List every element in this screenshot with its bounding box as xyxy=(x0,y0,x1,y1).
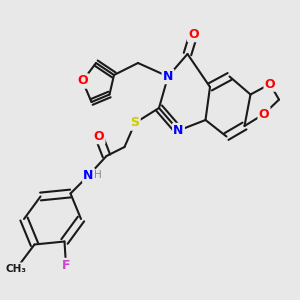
Text: N: N xyxy=(173,124,184,137)
Text: O: O xyxy=(94,130,104,143)
Text: CH₃: CH₃ xyxy=(6,263,27,274)
Text: O: O xyxy=(188,28,199,41)
Text: F: F xyxy=(62,259,70,272)
Text: S: S xyxy=(130,116,140,130)
Text: O: O xyxy=(265,77,275,91)
Text: O: O xyxy=(259,107,269,121)
Text: O: O xyxy=(77,74,88,88)
Text: H: H xyxy=(94,170,102,180)
Text: N: N xyxy=(163,70,173,83)
Text: N: N xyxy=(83,169,94,182)
